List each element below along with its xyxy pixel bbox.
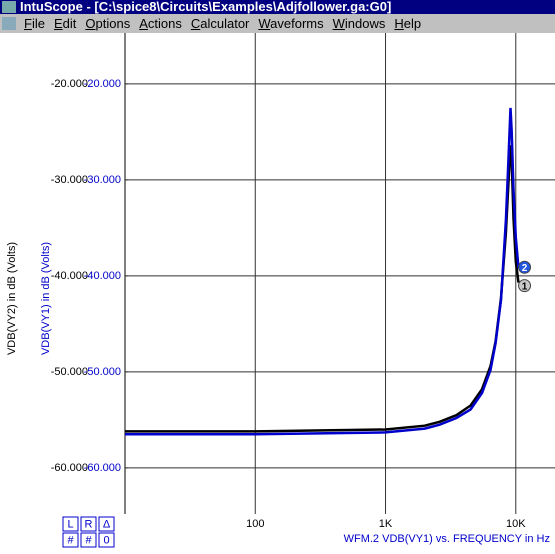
- y-axis-title: VDB(VY2) in dB (Volts): [6, 242, 18, 355]
- cursor-button[interactable]: [62, 516, 79, 532]
- y2-tick-label: -50.000: [84, 366, 121, 378]
- series-line: [125, 107, 520, 436]
- menu-item[interactable]: Edit: [53, 16, 77, 31]
- cursor-button-label: 0: [103, 534, 109, 546]
- waveform-marker-label: 2: [522, 263, 528, 274]
- cursor-button-label: Δ: [103, 518, 111, 530]
- menu-item[interactable]: Options: [85, 16, 131, 31]
- window-title: IntuScope - [C:\spice8\Circuits\Examples…: [20, 0, 392, 14]
- chart: -20.000 -30.000 -40.000 -50.000 -60.000 -20.0…: [6, 33, 555, 548]
- x-tick-label: 100: [246, 518, 264, 530]
- y2-tick-label: -20.000: [84, 78, 121, 90]
- menu-item[interactable]: File: [24, 16, 45, 31]
- x-tick-label: 1K: [379, 518, 393, 530]
- system-menu[interactable]: [2, 17, 16, 30]
- waveform-marker: [518, 260, 532, 274]
- y-tick-label: -40.000: [51, 270, 88, 282]
- cursor-button[interactable]: [98, 516, 115, 532]
- series-line: [125, 145, 520, 433]
- waveform-marker: [518, 279, 532, 293]
- menu-item[interactable]: Calculator: [190, 16, 250, 31]
- y2-tick-label: -30.000: [84, 174, 121, 186]
- cursor-button-label: L: [67, 518, 73, 530]
- y2-tick-label: -40.000: [84, 270, 121, 282]
- cursor-button-label: #: [85, 534, 92, 546]
- cursor-button[interactable]: [98, 532, 115, 548]
- status-text: WFM.2 VDB(VY1) vs. FREQUENCY in Hz: [344, 533, 550, 545]
- y-tick-label: -20.000: [51, 78, 88, 90]
- cursor-button-label: R: [85, 518, 93, 530]
- y-tick-label: -30.000: [51, 174, 88, 186]
- cursor-button[interactable]: [62, 532, 79, 548]
- menu-item[interactable]: Actions: [139, 16, 182, 31]
- menu-item[interactable]: Help: [394, 16, 422, 31]
- menu-item[interactable]: Waveforms: [258, 16, 324, 31]
- menu-item[interactable]: Windows: [332, 16, 386, 31]
- y-tick-label: -60.000: [51, 462, 88, 474]
- y2-axis-title: VDB(VY1) in dB (Volts): [40, 242, 52, 355]
- cursor-button-label: #: [67, 534, 74, 546]
- app-icon: [2, 1, 16, 13]
- cursor-button[interactable]: [80, 532, 97, 548]
- waveform-marker-label: 1: [522, 281, 528, 292]
- y-tick-label: -50.000: [51, 366, 88, 378]
- y2-tick-label: -60.000: [84, 462, 121, 474]
- menu-bar: File Edit Options Actions Calculator Waveform…: [0, 14, 555, 33]
- cursor-button[interactable]: [80, 516, 97, 532]
- x-tick-label: 10K: [506, 518, 526, 530]
- title-bar: IntuScope - [C:\spice8\Circuits\Examples…: [0, 0, 555, 14]
